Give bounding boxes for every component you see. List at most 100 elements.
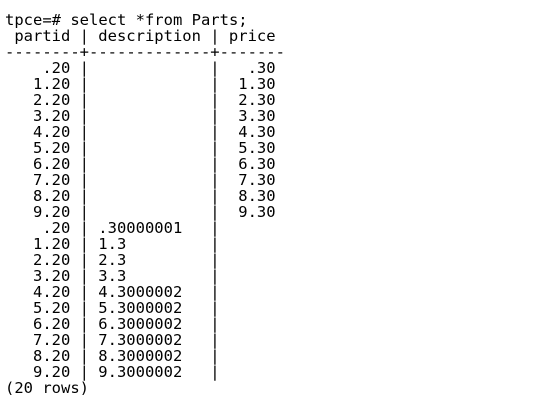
column-separator: | xyxy=(210,59,220,77)
column-separator: | xyxy=(79,91,89,109)
cell: 3.20 xyxy=(32,107,71,125)
separator-line: --------+-------------+------- xyxy=(5,43,285,61)
cell: 7.30 xyxy=(238,171,276,189)
command-line: tpce=# select *from Parts; xyxy=(5,11,248,29)
table-row: 5.20 | | 5.30 xyxy=(5,140,285,156)
cell: 3.30 xyxy=(238,107,276,125)
cell: 7.3000002 xyxy=(98,331,183,349)
cell xyxy=(98,108,201,124)
column-separator: | xyxy=(210,91,220,109)
cell xyxy=(229,364,276,380)
cell: 8.20 xyxy=(32,347,71,365)
cell: 9.30 xyxy=(238,203,276,221)
table-row: 6.20 | 6.3000002 | xyxy=(5,316,285,332)
column-separator: | xyxy=(210,187,220,205)
cell xyxy=(229,332,276,348)
cell: 5.20 xyxy=(32,139,71,157)
cell: description xyxy=(98,27,201,45)
column-separator: | xyxy=(79,331,89,349)
cell: 3.20 xyxy=(32,267,71,285)
cell: 3.3 xyxy=(98,267,127,285)
cell xyxy=(98,140,201,156)
cell: 6.20 xyxy=(32,315,71,333)
cell: 7.20 xyxy=(32,171,71,189)
cell: 7.20 xyxy=(32,331,71,349)
table-row: 3.20 | | 3.30 xyxy=(5,108,285,124)
column-separator: | xyxy=(210,267,220,285)
cell: 8.3000002 xyxy=(98,347,183,365)
table-row: 9.20 | | 9.30 xyxy=(5,204,285,220)
cell: 1.30 xyxy=(238,75,276,93)
cell: 2.20 xyxy=(32,91,71,109)
column-separator: | xyxy=(79,139,89,157)
column-separator: | xyxy=(210,107,220,125)
cell xyxy=(98,204,201,220)
column-separator: | xyxy=(79,171,89,189)
cell: .30000001 xyxy=(98,219,183,237)
cell: 2.20 xyxy=(32,251,71,269)
cell xyxy=(229,268,276,284)
cell: .30 xyxy=(247,59,276,77)
table-row: 7.20 | | 7.30 xyxy=(5,172,285,188)
cell xyxy=(229,220,276,236)
column-separator: | xyxy=(79,219,89,237)
column-separator: | xyxy=(210,155,220,173)
cell: 1.20 xyxy=(32,75,71,93)
column-separator: | xyxy=(79,299,89,317)
column-separator: | xyxy=(210,75,220,93)
cell: 1.20 xyxy=(32,235,71,253)
column-separator: | xyxy=(79,235,89,253)
table-row: 4.20 | | 4.30 xyxy=(5,124,285,140)
cell xyxy=(229,236,276,252)
column-separator: | xyxy=(210,123,220,141)
terminal-output: tpce=# select *from Parts; partid | descri… xyxy=(5,12,285,396)
header-row: partid | description | price xyxy=(5,28,285,44)
column-separator: | xyxy=(210,331,220,349)
column-separator: | xyxy=(79,155,89,173)
cell: 6.30 xyxy=(238,155,276,173)
cell xyxy=(229,300,276,316)
column-separator: | xyxy=(210,27,220,45)
cell: 9.20 xyxy=(32,203,71,221)
cell: 9.20 xyxy=(32,363,71,381)
cell xyxy=(98,156,201,172)
cell: 4.3000002 xyxy=(98,283,183,301)
table-row: 9.20 | 9.3000002 | xyxy=(5,364,285,380)
cell xyxy=(98,172,201,188)
table-row: .20 | .30000001 | xyxy=(5,220,285,236)
column-separator: | xyxy=(79,315,89,333)
cell: .20 xyxy=(42,219,71,237)
cell xyxy=(98,60,201,76)
column-separator: | xyxy=(79,251,89,269)
cell xyxy=(98,188,201,204)
cell: 6.20 xyxy=(32,155,71,173)
table-row: 6.20 | | 6.30 xyxy=(5,156,285,172)
cell: 6.3000002 xyxy=(98,315,183,333)
table-row: 3.20 | 3.3 | xyxy=(5,268,285,284)
cell: 5.3000002 xyxy=(98,299,183,317)
cell: 5.20 xyxy=(32,299,71,317)
column-separator: | xyxy=(210,283,220,301)
row-count: (20 rows) xyxy=(5,379,89,397)
table-row: 1.20 | | 1.30 xyxy=(5,76,285,92)
column-separator: | xyxy=(79,107,89,125)
cell: 4.20 xyxy=(32,283,71,301)
cell xyxy=(98,92,201,108)
cell: 1.3 xyxy=(98,235,127,253)
column-separator: | xyxy=(79,75,89,93)
table-row: 7.20 | 7.3000002 | xyxy=(5,332,285,348)
cell: 2.3 xyxy=(98,251,127,269)
table-row: 5.20 | 5.3000002 | xyxy=(5,300,285,316)
cell: 8.20 xyxy=(32,187,71,205)
column-separator: | xyxy=(79,363,89,381)
table-row: 8.20 | 8.3000002 | xyxy=(5,348,285,364)
column-separator: | xyxy=(210,347,220,365)
column-separator: | xyxy=(79,347,89,365)
table-row: 2.20 | | 2.30 xyxy=(5,92,285,108)
table-row: 8.20 | | 8.30 xyxy=(5,188,285,204)
column-separator: | xyxy=(210,203,220,221)
column-separator: | xyxy=(79,187,89,205)
cell xyxy=(229,316,276,332)
cell xyxy=(229,348,276,364)
